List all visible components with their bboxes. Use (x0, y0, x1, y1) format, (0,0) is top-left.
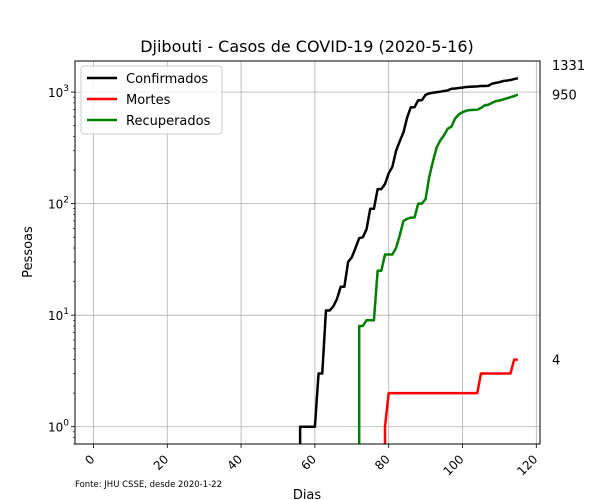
legend-box (80, 65, 223, 135)
y-axis-label: Pessoas (21, 226, 36, 278)
series-layer (298, 77, 519, 444)
y-tick-label: 102 (48, 196, 69, 212)
legend-label: Confirmados (126, 72, 208, 87)
series-line-confirmados (298, 77, 519, 444)
legend-label: Recuperados (126, 114, 211, 129)
y-tick-label: 100 (48, 419, 69, 435)
end-label-recuperados: 950 (552, 89, 577, 104)
legend: Confirmados Mortes Recuperados (80, 65, 223, 135)
end-labels: 1331 950 4 (552, 59, 585, 368)
plot-area-frame (74, 60, 541, 445)
y-tick-label: 103 (48, 84, 69, 100)
y-tick-label: 101 (48, 307, 69, 323)
legend-label: Mortes (126, 93, 171, 108)
grid (75, 61, 540, 444)
x-axis-label: Dias (293, 488, 322, 500)
series-line-recuperados (357, 93, 519, 444)
series-line-mortes (383, 358, 518, 444)
source-note: Fonte: JHU CSSE, desde 2020-1-22 (75, 480, 222, 490)
end-label-confirmados: 1331 (552, 59, 585, 74)
chart-title: Djibouti - Casos de COVID-19 (2020-5-16) (140, 37, 474, 56)
y-axis-ticks: 100 101 102 103 (48, 84, 75, 445)
end-label-mortes: 4 (552, 354, 560, 369)
